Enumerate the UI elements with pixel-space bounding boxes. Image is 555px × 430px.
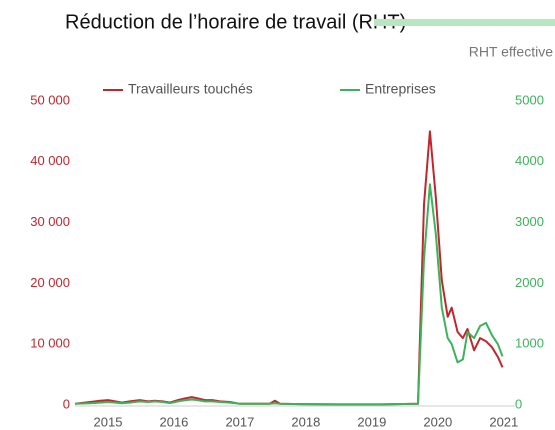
y2-tick-label: 0 <box>515 396 522 411</box>
legend-label: Entreprises <box>365 81 436 97</box>
legend-label: Travailleurs touchés <box>128 81 253 97</box>
y-tick-label: 20 000 <box>30 275 70 290</box>
x-tick-label: 2020 <box>423 414 452 429</box>
y-tick-label: 0 <box>63 396 70 411</box>
y2-tick-label: 2000 <box>515 275 544 290</box>
y-tick-label: 40 000 <box>30 153 70 168</box>
y2-tick-label: 5000 <box>515 92 544 107</box>
subtitle: RHT effective <box>469 44 554 60</box>
y2-tick-label: 3000 <box>515 214 544 229</box>
x-tick-label: 2017 <box>225 414 254 429</box>
x-tick-label: 2018 <box>291 414 320 429</box>
x-tick-label: 2021 <box>489 414 518 429</box>
x-tick-label: 2015 <box>94 414 123 429</box>
y-tick-label: 10 000 <box>30 336 70 351</box>
y2-tick-label: 1000 <box>515 336 544 351</box>
x-tick-label: 2016 <box>159 414 188 429</box>
title-accent <box>374 19 555 26</box>
y-tick-label: 50 000 <box>30 92 70 107</box>
chart-title: Réduction de l’horaire de travail (RHT) <box>65 11 406 33</box>
x-tick-label: 2019 <box>357 414 386 429</box>
y-tick-label: 30 000 <box>30 214 70 229</box>
series-line <box>74 183 504 406</box>
y2-tick-label: 4000 <box>515 153 544 168</box>
